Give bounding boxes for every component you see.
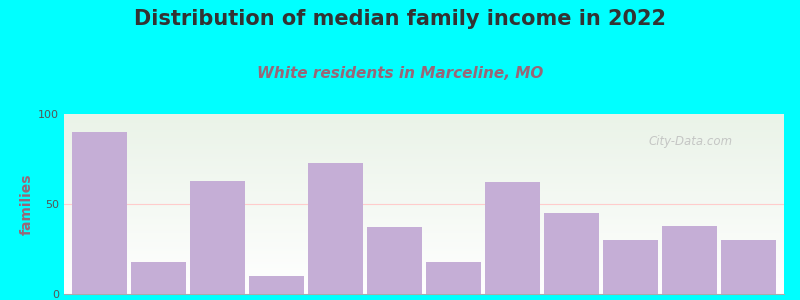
Bar [544, 213, 598, 294]
Bar [722, 240, 776, 294]
Bar [662, 226, 717, 294]
Text: Distribution of median family income in 2022: Distribution of median family income in … [134, 9, 666, 29]
Text: White residents in Marceline, MO: White residents in Marceline, MO [257, 66, 543, 81]
Bar [367, 227, 422, 294]
Text: City-Data.com: City-Data.com [648, 134, 733, 148]
Bar [190, 181, 245, 294]
Y-axis label: families: families [20, 173, 34, 235]
Bar [250, 276, 304, 294]
Bar [426, 262, 481, 294]
Bar [603, 240, 658, 294]
Bar [308, 163, 362, 294]
Bar [486, 182, 540, 294]
Bar [72, 132, 126, 294]
Bar [131, 262, 186, 294]
